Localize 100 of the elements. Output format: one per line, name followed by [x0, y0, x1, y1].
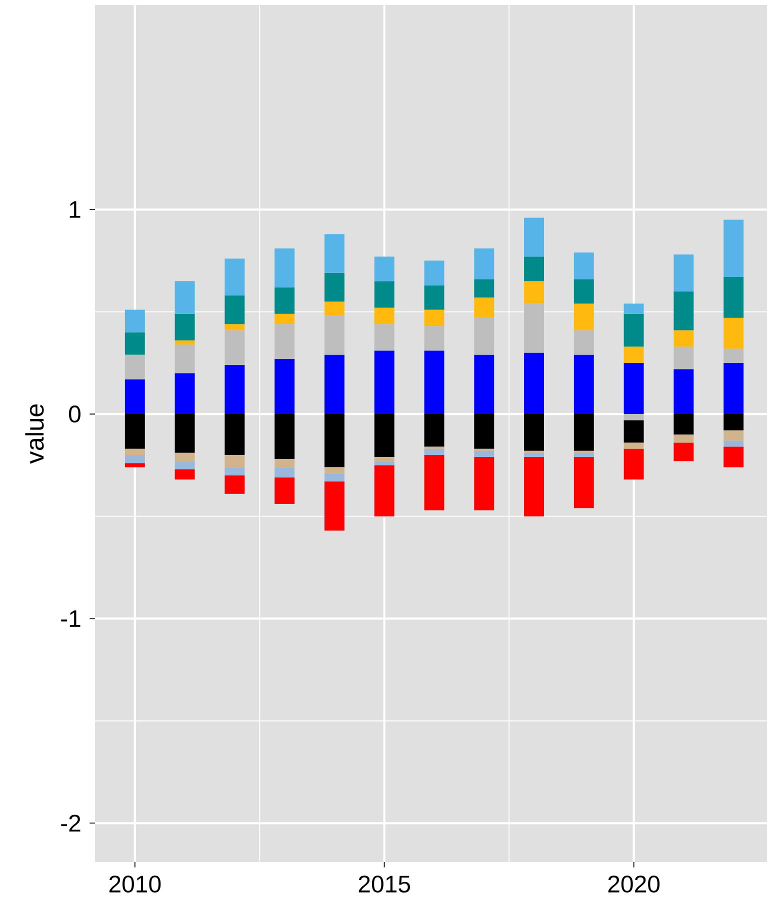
- bar: [174, 314, 195, 340]
- bar: [224, 467, 245, 476]
- bar: [224, 454, 245, 468]
- bar: [624, 362, 644, 414]
- bar: [524, 281, 544, 304]
- bar: [374, 256, 394, 282]
- bar: [324, 272, 344, 302]
- bar: [274, 314, 295, 324]
- bar: [624, 304, 644, 314]
- bar: [724, 430, 744, 441]
- bar: [224, 330, 245, 365]
- bar: [674, 346, 694, 370]
- bar: [324, 414, 344, 468]
- bar: [574, 330, 594, 355]
- bar: [674, 434, 694, 443]
- bar: [474, 297, 494, 318]
- bar: [374, 465, 394, 516]
- bar: [324, 316, 344, 355]
- bar: [374, 350, 394, 414]
- bar: [374, 308, 394, 324]
- bar: [224, 295, 245, 324]
- bar: [374, 281, 394, 308]
- bar: [524, 352, 544, 414]
- bar: [174, 281, 195, 314]
- bar: [424, 260, 444, 286]
- bar: [524, 457, 544, 516]
- bar: [474, 414, 494, 449]
- bar: [524, 256, 544, 282]
- bar: [724, 440, 744, 447]
- bar: [174, 340, 195, 345]
- bar: [624, 346, 644, 363]
- bar: [574, 414, 594, 451]
- bar: [524, 414, 544, 451]
- bar: [224, 364, 245, 414]
- bar: [724, 446, 744, 468]
- bar: [424, 310, 444, 326]
- bar: [524, 304, 544, 353]
- bar: [424, 454, 444, 510]
- bar: [674, 330, 694, 347]
- bar: [224, 258, 245, 296]
- bar: [274, 477, 295, 504]
- bar: [174, 344, 195, 374]
- bar: [474, 318, 494, 355]
- bar: [574, 252, 594, 280]
- bar: [674, 442, 694, 462]
- bar: [124, 354, 145, 380]
- bar: [174, 461, 195, 470]
- x-tick-label: 2010: [109, 876, 161, 893]
- bar: [474, 279, 494, 298]
- bar: [624, 420, 644, 443]
- bar: [174, 452, 195, 462]
- bar: [174, 373, 195, 414]
- y-tick-label: 0: [69, 406, 80, 423]
- bar: [274, 358, 295, 414]
- bar: [124, 310, 145, 332]
- x-tick-label: 2015: [358, 876, 410, 893]
- bar: [124, 332, 145, 355]
- bar: [424, 326, 444, 351]
- bar: [424, 448, 444, 455]
- bar: [224, 475, 245, 494]
- bar: [724, 362, 744, 414]
- bar: [224, 324, 245, 330]
- bar: [274, 248, 295, 288]
- bar: [674, 414, 694, 435]
- bar: [724, 318, 744, 349]
- bar: [124, 379, 145, 414]
- bar: [324, 354, 344, 414]
- bar: [374, 457, 394, 462]
- bar: [174, 469, 195, 480]
- bar: [274, 324, 295, 359]
- bar: [724, 220, 744, 278]
- bar: [124, 414, 145, 449]
- bar: [324, 234, 344, 273]
- bar: [724, 414, 744, 430]
- bar: [624, 314, 644, 347]
- bar: [274, 459, 295, 468]
- bar: [274, 287, 295, 314]
- bar: [324, 302, 344, 316]
- bar: [474, 457, 494, 510]
- bar: [324, 473, 344, 482]
- bar: [424, 414, 444, 447]
- bar: [674, 291, 694, 330]
- bar: [574, 452, 594, 458]
- x-tick-label: 2020: [608, 876, 660, 893]
- y-tick-label: -2: [61, 814, 80, 832]
- bar: [374, 324, 394, 351]
- bar: [474, 450, 494, 458]
- bar: [624, 448, 644, 480]
- bar: [374, 414, 394, 458]
- y-tick-label: 1: [70, 201, 80, 218]
- bar: [124, 463, 145, 468]
- bar: [574, 279, 594, 304]
- bar: [174, 414, 195, 453]
- bar: [574, 354, 594, 414]
- bar: [424, 285, 444, 310]
- bar: [674, 254, 694, 292]
- bar: [224, 414, 245, 455]
- bar: [724, 348, 744, 363]
- bar: [524, 452, 544, 458]
- bar: [324, 467, 344, 474]
